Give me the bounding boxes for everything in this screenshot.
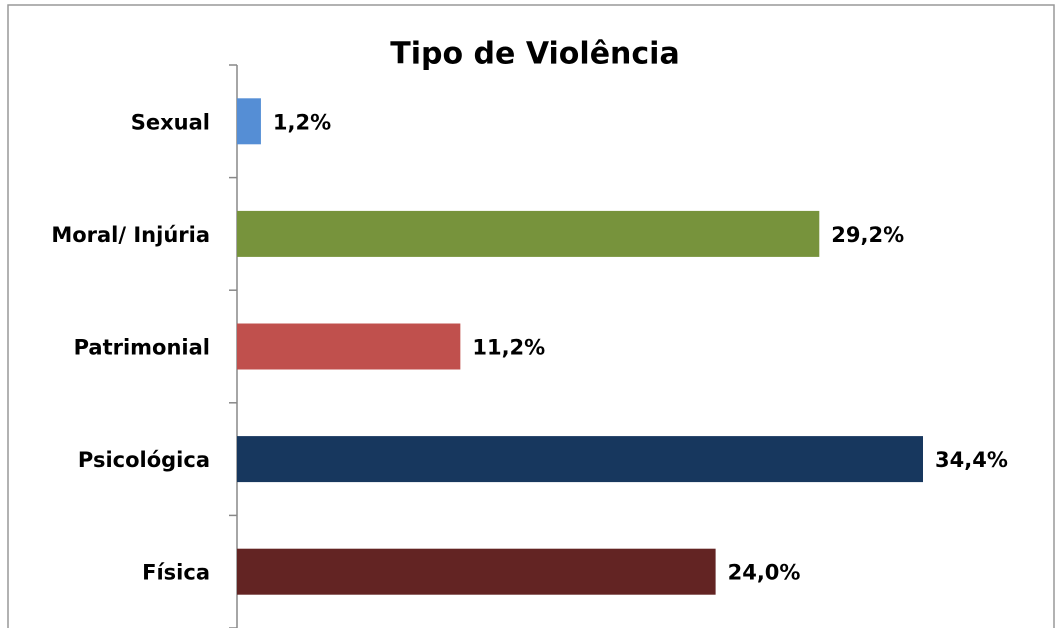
data-label: 29,2%: [831, 223, 904, 247]
y-tick-label: Patrimonial: [74, 336, 210, 360]
frame: [7, 4, 1055, 628]
bar: [237, 436, 923, 483]
bar: [237, 323, 461, 370]
y-tick-label: Sexual: [131, 110, 210, 134]
y-tick-label: Moral/ Injúria: [51, 223, 210, 247]
data-label: 34,4%: [935, 448, 1008, 472]
bar: [237, 98, 261, 145]
y-tick-label: Física: [142, 561, 210, 585]
y-tick-label: Psicológica: [78, 448, 210, 472]
bar: [237, 210, 820, 257]
data-label: 1,2%: [273, 110, 331, 134]
data-label: 11,2%: [472, 336, 545, 360]
data-label: 24,0%: [728, 561, 801, 585]
chart-title: Tipo de Violência: [390, 37, 679, 72]
bar: [237, 548, 716, 595]
